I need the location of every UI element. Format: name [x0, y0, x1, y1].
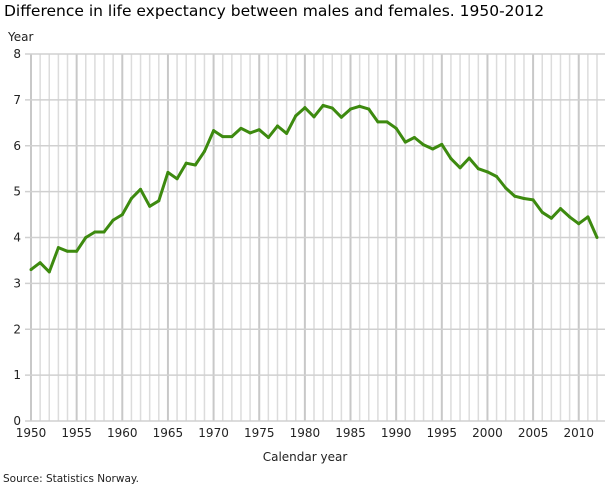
x-tick-label: 1970 — [198, 426, 229, 440]
data-point-1993 — [422, 143, 426, 147]
data-point-1998 — [467, 156, 471, 160]
data-point-1966 — [175, 177, 179, 181]
data-point-2002 — [504, 186, 508, 190]
data-point-1955 — [75, 249, 79, 253]
data-point-1968 — [193, 163, 197, 167]
data-point-1950 — [29, 268, 33, 272]
x-tick-label: 1950 — [16, 426, 47, 440]
data-point-1999 — [476, 167, 480, 171]
x-tick-label: 1955 — [61, 426, 92, 440]
data-point-1951 — [38, 261, 42, 265]
data-point-1975 — [257, 128, 261, 132]
data-point-1983 — [330, 106, 334, 110]
data-point-2004 — [522, 197, 526, 201]
data-point-1970 — [212, 129, 216, 133]
data-point-1967 — [184, 161, 188, 165]
data-point-1989 — [385, 120, 389, 124]
data-point-1982 — [321, 103, 325, 107]
data-point-1959 — [111, 218, 115, 222]
x-tick-label: 1960 — [107, 426, 138, 440]
y-axis-label: Year — [8, 30, 34, 44]
data-point-1990 — [394, 126, 398, 130]
x-tick-label: 1990 — [381, 426, 412, 440]
y-tick-label: 0 — [13, 414, 21, 428]
data-point-1952 — [47, 270, 51, 274]
data-point-2008 — [558, 207, 562, 211]
data-point-1994 — [431, 147, 435, 151]
y-tick-label: 6 — [13, 139, 21, 153]
x-tick-label: 2005 — [518, 426, 549, 440]
y-tick-label: 8 — [13, 47, 21, 61]
data-point-1965 — [166, 170, 170, 174]
data-point-1958 — [102, 230, 106, 234]
data-point-1976 — [266, 135, 270, 139]
data-point-1979 — [294, 114, 298, 118]
data-point-1984 — [339, 115, 343, 119]
data-point-1995 — [440, 142, 444, 146]
data-point-1988 — [376, 120, 380, 124]
data-point-1972 — [230, 135, 234, 139]
data-point-2012 — [595, 236, 599, 239]
data-point-1980 — [303, 106, 307, 110]
data-point-1985 — [349, 107, 353, 111]
x-tick-label: 1965 — [153, 426, 184, 440]
data-point-1996 — [449, 157, 453, 161]
data-point-1974 — [248, 131, 252, 135]
data-point-2010 — [577, 222, 581, 226]
data-point-1991 — [403, 140, 407, 144]
y-tick-label: 7 — [13, 93, 21, 107]
x-axis-label: Calendar year — [262, 450, 348, 464]
data-point-1961 — [129, 197, 133, 201]
data-point-1981 — [312, 115, 316, 119]
x-tick-label: 1980 — [290, 426, 321, 440]
data-point-2000 — [485, 170, 489, 174]
chart-title: Difference in life expectancy between ma… — [4, 2, 545, 20]
data-point-2005 — [531, 198, 535, 202]
data-point-1954 — [66, 249, 70, 253]
x-tick-label: 1975 — [244, 426, 275, 440]
data-point-2009 — [568, 215, 572, 219]
data-point-1960 — [120, 213, 124, 217]
data-point-1978 — [285, 131, 289, 135]
source-note: Source: Statistics Norway. — [3, 473, 139, 485]
data-point-1986 — [358, 104, 362, 108]
data-point-1962 — [139, 187, 143, 191]
data-point-1964 — [157, 199, 161, 203]
x-tick-label: 2000 — [472, 426, 503, 440]
data-point-2006 — [540, 210, 544, 214]
data-point-1971 — [221, 135, 225, 139]
data-point-1957 — [93, 230, 97, 234]
y-tick-label: 1 — [13, 368, 21, 382]
y-tick-label: 4 — [13, 231, 21, 245]
data-point-2001 — [495, 174, 499, 178]
y-tick-label: 3 — [13, 276, 21, 290]
data-point-2003 — [513, 194, 517, 198]
data-point-1997 — [458, 166, 462, 170]
data-point-1969 — [202, 149, 206, 153]
data-point-2007 — [549, 216, 553, 220]
data-point-1977 — [275, 124, 279, 128]
x-tick-label: 1985 — [335, 426, 366, 440]
y-tick-label: 2 — [13, 322, 21, 336]
x-tick-label: 2010 — [563, 426, 594, 440]
data-point-1973 — [239, 126, 243, 130]
data-point-1956 — [84, 236, 88, 239]
data-point-2011 — [586, 215, 590, 219]
data-point-1987 — [367, 107, 371, 111]
data-point-1953 — [56, 246, 60, 250]
data-point-1963 — [148, 204, 152, 208]
x-tick-label: 1995 — [427, 426, 458, 440]
y-tick-label: 5 — [13, 185, 21, 199]
data-point-1992 — [412, 135, 416, 139]
